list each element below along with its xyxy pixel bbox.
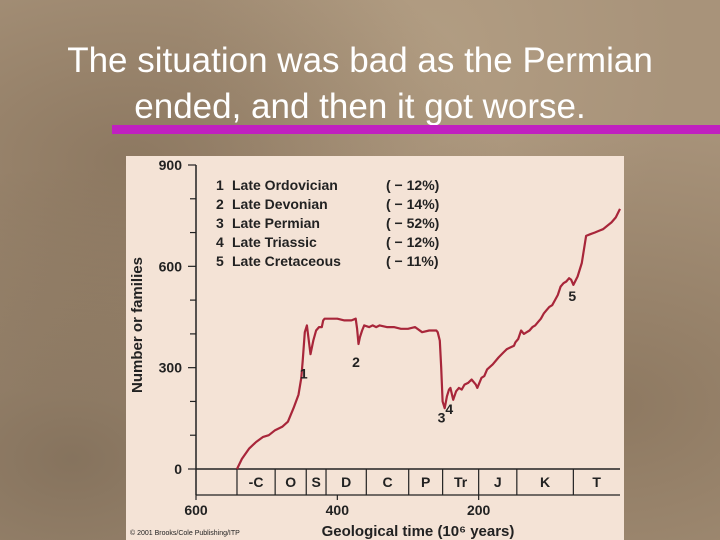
legend-name: Late Cretaceous xyxy=(232,253,341,269)
extinction-marker-4: 4 xyxy=(445,401,453,417)
y-tick-label: 900 xyxy=(159,157,183,173)
title-underline xyxy=(112,125,720,134)
x-tick-label: 600 xyxy=(184,502,208,518)
legend-number: 4 xyxy=(216,234,224,250)
y-tick-label: 600 xyxy=(159,258,183,274)
period-label: C xyxy=(382,474,392,490)
x-axis-label: Geological time (10⁶ years) xyxy=(322,523,515,540)
x-tick-label: 200 xyxy=(467,502,491,518)
period-label: K xyxy=(540,474,550,490)
period-label: Tr xyxy=(454,474,468,490)
extinction-marker-2: 2 xyxy=(352,354,360,370)
extinction-marker-3: 3 xyxy=(438,410,446,426)
period-label: S xyxy=(311,474,320,490)
period-label: -C xyxy=(249,474,264,490)
legend-number: 3 xyxy=(216,215,224,231)
period-label: D xyxy=(341,474,351,490)
legend-number: 2 xyxy=(216,196,224,212)
legend-percent: ( − 11%) xyxy=(386,253,439,269)
legend-percent: ( − 12%) xyxy=(386,234,439,250)
title-line-2: ended, and then it got worse. xyxy=(134,87,586,126)
period-label: O xyxy=(285,474,296,490)
legend-name: Late Devonian xyxy=(232,196,328,212)
extinction-marker-5: 5 xyxy=(568,288,576,304)
period-label: T xyxy=(592,474,601,490)
copyright-credit: © 2001 Brooks/Cole Publishing/ITP xyxy=(130,529,240,537)
legend-number: 1 xyxy=(216,177,224,193)
x-tick-label: 400 xyxy=(326,502,350,518)
y-tick-label: 0 xyxy=(174,461,182,477)
legend-percent: ( − 52%) xyxy=(386,215,439,231)
period-label: J xyxy=(494,474,502,490)
chart-panel xyxy=(126,156,624,540)
period-label: P xyxy=(421,474,430,490)
y-axis-label: Number or families xyxy=(129,257,146,393)
legend-percent: ( − 14%) xyxy=(386,196,439,212)
slide-title: The situation was bad as the Permian end… xyxy=(0,38,720,130)
legend-number: 5 xyxy=(216,253,224,269)
legend-name: Late Permian xyxy=(232,215,320,231)
legend-name: Late Triassic xyxy=(232,234,317,250)
legend-name: Late Ordovician xyxy=(232,177,338,193)
series-line-0 xyxy=(236,208,621,470)
title-line-1: The situation was bad as the Permian xyxy=(67,41,653,80)
legend-percent: ( − 12%) xyxy=(386,177,439,193)
extinction-marker-1: 1 xyxy=(300,366,308,382)
y-tick-label: 300 xyxy=(159,360,183,376)
